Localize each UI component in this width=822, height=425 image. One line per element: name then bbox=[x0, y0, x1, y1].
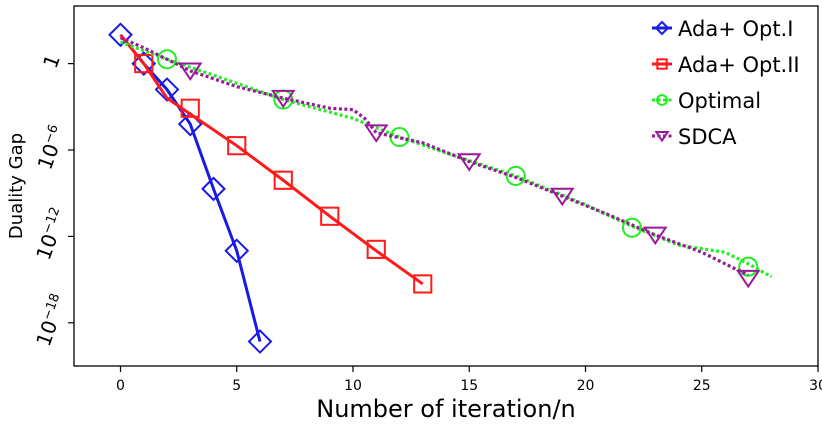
legend-label: SDCA bbox=[678, 125, 737, 149]
data-point bbox=[134, 54, 154, 74]
data-point bbox=[320, 206, 340, 226]
series-ada-opt-i bbox=[108, 22, 273, 354]
data-point bbox=[738, 256, 759, 277]
x-tick-label: 5 bbox=[232, 378, 241, 394]
legend-marker bbox=[656, 58, 668, 70]
x-tick-label: 20 bbox=[577, 378, 595, 394]
data-point bbox=[642, 226, 668, 246]
series-line bbox=[119, 36, 749, 277]
plot-frame bbox=[73, 5, 819, 367]
data-point bbox=[505, 165, 526, 186]
legend-label: Ada+ Opt.I bbox=[678, 17, 793, 41]
data-point bbox=[389, 127, 410, 148]
y-tick-label: 10−12 bbox=[31, 205, 72, 263]
x-axis-title: Number of iteration/n bbox=[316, 395, 576, 423]
x-tick-label: 30 bbox=[809, 378, 822, 394]
data-point bbox=[177, 62, 203, 81]
legend-marker bbox=[654, 131, 670, 143]
legend-marker bbox=[656, 94, 668, 106]
legend-label: Ada+ Opt.II bbox=[678, 53, 800, 77]
x-tick-label: 10 bbox=[344, 378, 362, 394]
data-point bbox=[247, 329, 273, 354]
x-tick-label: 0 bbox=[116, 378, 125, 394]
data-point bbox=[363, 124, 389, 143]
data-point bbox=[413, 274, 433, 294]
data-point bbox=[270, 89, 296, 109]
data-point bbox=[131, 51, 157, 77]
data-point bbox=[273, 170, 293, 190]
data-point bbox=[621, 217, 643, 238]
legend-entry: Ada+ Opt.I bbox=[652, 17, 793, 41]
data-point bbox=[108, 22, 133, 48]
legend-entry: SDCA bbox=[652, 125, 737, 149]
series-ada-opt-ii bbox=[119, 33, 433, 294]
data-point bbox=[180, 98, 200, 118]
data-point bbox=[456, 153, 482, 172]
series-sdca bbox=[119, 36, 761, 289]
y-axis-ticks: 1 10−6 10−12 10−18 bbox=[31, 51, 74, 349]
x-tick-label: 25 bbox=[693, 378, 711, 394]
data-point bbox=[735, 269, 761, 289]
data-point bbox=[366, 239, 386, 259]
data-point bbox=[549, 187, 575, 207]
y-tick-label: 1 bbox=[38, 51, 65, 71]
series-group bbox=[108, 22, 773, 354]
x-axis-ticks: 0 5 10 15 20 25 30 bbox=[116, 366, 822, 394]
series-line bbox=[119, 33, 424, 286]
x-tick-label: 15 bbox=[460, 378, 478, 394]
data-point bbox=[201, 176, 226, 202]
data-point bbox=[227, 136, 247, 156]
legend-entry: Ada+ Opt.II bbox=[652, 53, 800, 77]
legend-marker bbox=[654, 20, 670, 36]
y-tick-label: 10−6 bbox=[33, 123, 71, 173]
legend-label: Optimal bbox=[678, 89, 761, 113]
y-tick-label: 10−18 bbox=[31, 291, 72, 349]
data-point bbox=[156, 49, 178, 70]
y-axis-title: Duality Gap bbox=[6, 133, 27, 239]
legend-entry: Optimal bbox=[652, 89, 761, 113]
legend: Ada+ Opt.I Ada+ Opt.II Optimal SDCA bbox=[652, 17, 800, 149]
data-point bbox=[224, 238, 250, 264]
